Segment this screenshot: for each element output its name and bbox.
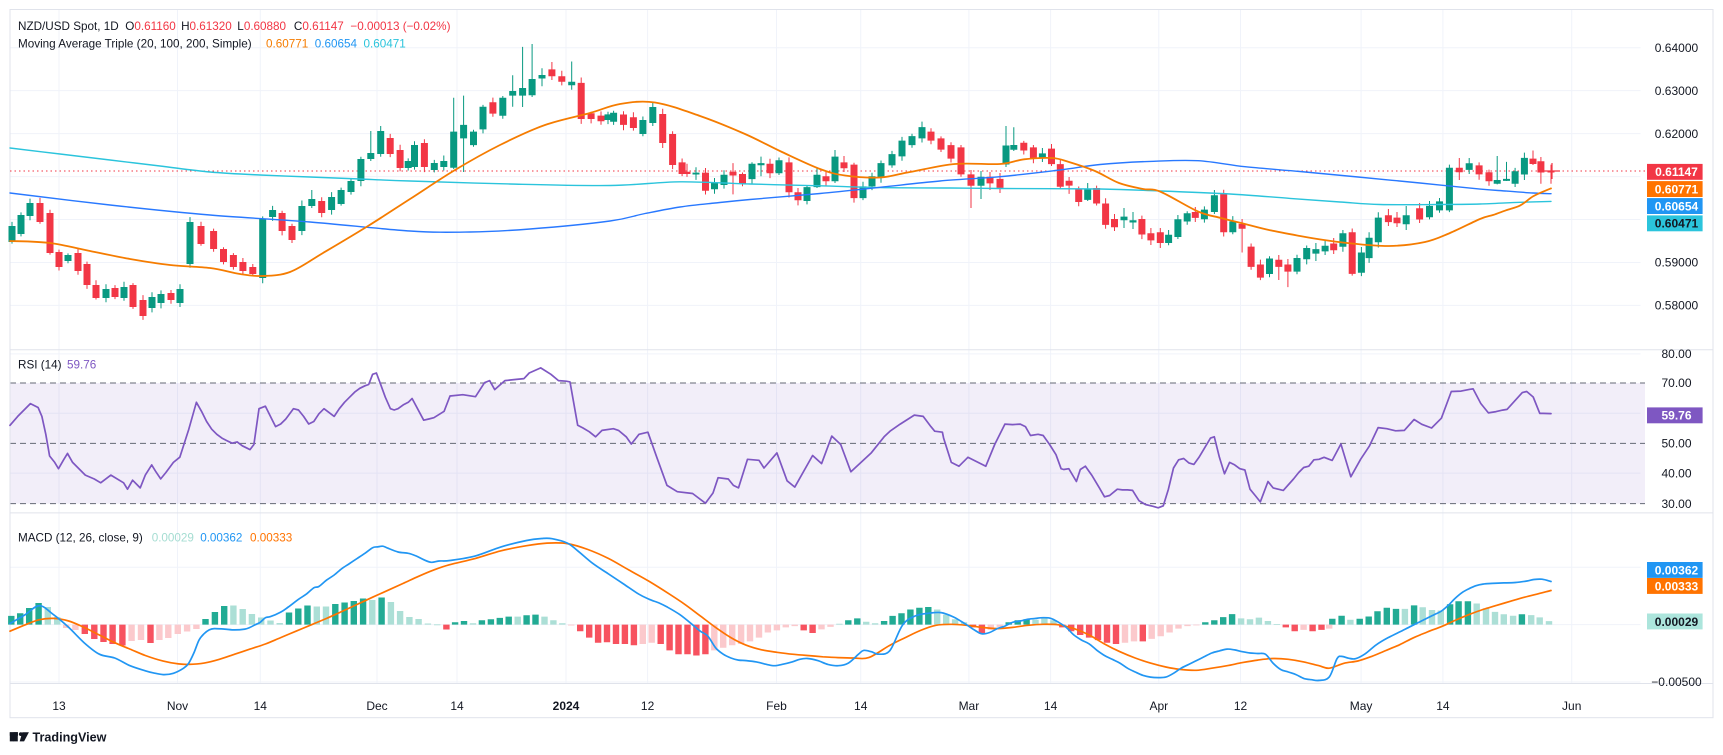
svg-text:14: 14 xyxy=(450,699,464,713)
svg-text:0.61147: 0.61147 xyxy=(1655,165,1698,179)
svg-text:0.00029: 0.00029 xyxy=(1655,615,1699,629)
svg-text:70.00: 70.00 xyxy=(1661,376,1691,390)
svg-text:12: 12 xyxy=(1234,699,1248,713)
svg-text:0.62000: 0.62000 xyxy=(1655,127,1699,141)
svg-text:−0.00013 (−0.02%): −0.00013 (−0.02%) xyxy=(350,20,450,33)
svg-text:Jun: Jun xyxy=(1562,699,1581,713)
svg-text:L0.60880: L0.60880 xyxy=(237,20,286,33)
svg-text:0.58000: 0.58000 xyxy=(1655,299,1699,313)
svg-text:May: May xyxy=(1350,699,1373,713)
svg-text:0.60471: 0.60471 xyxy=(364,38,406,51)
svg-text:14: 14 xyxy=(1044,699,1058,713)
svg-text:MACD (12, 26, close, 9): MACD (12, 26, close, 9) xyxy=(18,532,143,545)
svg-text:50.00: 50.00 xyxy=(1661,437,1691,451)
svg-text:0.60771: 0.60771 xyxy=(266,38,308,51)
svg-text:59.76: 59.76 xyxy=(1661,409,1691,423)
svg-text:Dec: Dec xyxy=(366,699,387,713)
svg-text:80.00: 80.00 xyxy=(1661,347,1691,361)
svg-text:14: 14 xyxy=(854,699,868,713)
svg-text:14: 14 xyxy=(1436,699,1450,713)
svg-text:0.60471: 0.60471 xyxy=(1655,217,1699,231)
svg-text:40.00: 40.00 xyxy=(1661,466,1691,480)
svg-text:Nov: Nov xyxy=(167,699,188,713)
svg-text:14: 14 xyxy=(254,699,268,713)
svg-text:Moving Average Triple (20, 100: Moving Average Triple (20, 100, 200, Sim… xyxy=(18,38,252,51)
svg-text:RSI (14): RSI (14) xyxy=(18,359,62,372)
svg-text:−0.00500: −0.00500 xyxy=(1651,675,1702,689)
svg-text:H0.61320: H0.61320 xyxy=(181,20,232,33)
svg-text:0.60654: 0.60654 xyxy=(315,38,358,51)
svg-text:0.60771: 0.60771 xyxy=(1655,182,1699,196)
svg-text:2024: 2024 xyxy=(553,699,580,713)
svg-text:0.00362: 0.00362 xyxy=(1655,563,1699,577)
svg-text:0.00333: 0.00333 xyxy=(250,532,292,545)
svg-text:0.63000: 0.63000 xyxy=(1655,84,1699,98)
svg-text:TradingView: TradingView xyxy=(33,731,107,745)
svg-text:13: 13 xyxy=(52,699,66,713)
svg-text:0.59000: 0.59000 xyxy=(1655,256,1699,270)
svg-text:0.00333: 0.00333 xyxy=(1655,579,1699,593)
svg-text:Feb: Feb xyxy=(766,699,787,713)
svg-text:12: 12 xyxy=(641,699,655,713)
svg-text:59.76: 59.76 xyxy=(67,359,96,372)
svg-text:Mar: Mar xyxy=(959,699,980,713)
svg-text:0.64000: 0.64000 xyxy=(1655,41,1699,55)
svg-text:0.00362: 0.00362 xyxy=(200,532,242,545)
svg-text:0.60654: 0.60654 xyxy=(1655,199,1699,213)
svg-text:C0.61147: C0.61147 xyxy=(294,20,344,33)
svg-text:Apr: Apr xyxy=(1149,699,1168,713)
svg-text:30.00: 30.00 xyxy=(1661,497,1691,511)
svg-text:NZD/USD Spot, 1D: NZD/USD Spot, 1D xyxy=(18,20,119,33)
svg-text:0.00029: 0.00029 xyxy=(152,532,194,545)
svg-text:O0.61160: O0.61160 xyxy=(125,20,176,33)
